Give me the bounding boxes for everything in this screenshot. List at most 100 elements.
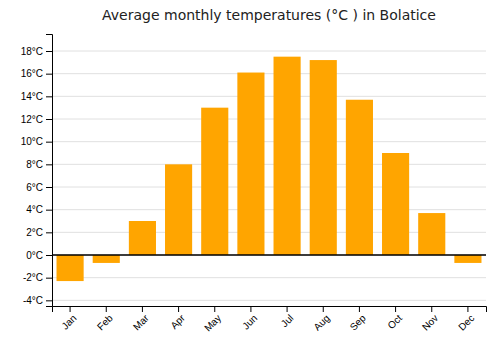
x-tick-label: Feb bbox=[95, 312, 115, 332]
zero-line bbox=[52, 254, 486, 256]
bar bbox=[346, 100, 373, 255]
title: Average monthly temperatures (°C ) in Bo… bbox=[102, 7, 436, 23]
y-tick-label: 0°C bbox=[26, 250, 43, 261]
x-axis: Jan Feb Mar Apr May Jun Jul Aug Sep Oct Nov Dec bbox=[53, 306, 487, 334]
grid-line bbox=[52, 277, 486, 278]
y-tick-label: 10°C bbox=[21, 136, 43, 147]
x-tick: Sep bbox=[348, 306, 369, 333]
x-tick: Dec bbox=[456, 306, 476, 333]
y-tick-label: -4°C bbox=[23, 295, 43, 306]
x-tick-label: Nov bbox=[420, 312, 440, 332]
grid-line bbox=[52, 141, 486, 142]
y-tick-label: 4°C bbox=[26, 204, 43, 215]
x-tick-mark bbox=[178, 306, 179, 312]
y-tick-mark bbox=[46, 300, 52, 301]
x-tick-label: May bbox=[202, 312, 223, 333]
y-tick-mark bbox=[46, 51, 52, 52]
y-tick: -4°C bbox=[23, 295, 52, 306]
y-tick: 16°C bbox=[21, 68, 52, 79]
bar bbox=[454, 255, 481, 263]
y-tick-label: 12°C bbox=[21, 114, 43, 125]
y-tick-mark bbox=[46, 119, 52, 120]
y-tick-label: 2°C bbox=[26, 227, 43, 238]
bar bbox=[93, 255, 120, 263]
bar bbox=[165, 164, 192, 255]
y-tick: 8°C bbox=[26, 159, 52, 170]
x-tick: Oct bbox=[385, 306, 404, 331]
x-tick-mark bbox=[106, 306, 107, 312]
x-tick-mark bbox=[431, 306, 432, 312]
bar bbox=[382, 153, 409, 255]
x-tick-mark bbox=[287, 306, 288, 312]
y-tick: 0°C bbox=[26, 250, 52, 261]
y-tick-mark bbox=[46, 210, 52, 211]
x-tick-label: Oct bbox=[385, 312, 404, 331]
bar bbox=[418, 213, 445, 255]
y-tick-mark bbox=[46, 96, 52, 97]
y-tick-mark bbox=[46, 187, 52, 188]
y-axis-line bbox=[46, 35, 53, 307]
y-tick-mark bbox=[46, 74, 52, 75]
x-tick: Nov bbox=[420, 306, 440, 333]
y-tick-label: 16°C bbox=[21, 68, 43, 79]
x-tick: Mar bbox=[131, 306, 151, 332]
x-tick-mark bbox=[395, 306, 396, 312]
bar bbox=[201, 108, 228, 255]
x-tick-mark bbox=[70, 306, 71, 312]
x-tick-label: Sep bbox=[348, 312, 369, 333]
grid-line bbox=[52, 300, 486, 301]
y-tick-label: -2°C bbox=[23, 272, 43, 283]
x-tick-label: Jun bbox=[240, 312, 259, 331]
x-tick-label: Jul bbox=[279, 312, 296, 329]
x-tick: Apr bbox=[168, 306, 187, 331]
y-tick: -2°C bbox=[23, 272, 52, 283]
grid-line bbox=[52, 255, 486, 256]
y-tick-mark bbox=[46, 142, 52, 143]
x-tick: May bbox=[202, 306, 223, 334]
plot-area bbox=[52, 57, 486, 281]
x-tick-mark bbox=[214, 306, 215, 312]
x-tick: Jul bbox=[279, 306, 296, 329]
y-tick-label: 14°C bbox=[21, 91, 43, 102]
y-tick: 2°C bbox=[26, 227, 52, 238]
y-tick: 4°C bbox=[26, 204, 52, 215]
y-tick-label: 6°C bbox=[26, 182, 43, 193]
x-tick-mark bbox=[323, 306, 324, 312]
x-tick-mark bbox=[467, 306, 468, 312]
y-tick: 6°C bbox=[26, 182, 52, 193]
grid-line bbox=[52, 51, 486, 52]
chart-container: -4°C -2°C 0°C 2°C 4°C 6°C 8°C 10°C 12°C 14°C 16°C 1… bbox=[0, 0, 500, 350]
bar bbox=[274, 57, 301, 255]
y-tick: 12°C bbox=[21, 114, 52, 125]
y-tick-mark bbox=[46, 164, 52, 165]
grid-line bbox=[52, 73, 486, 74]
y-tick-label: 18°C bbox=[21, 46, 43, 57]
x-tick: Aug bbox=[311, 306, 331, 333]
y-tick: 18°C bbox=[21, 46, 52, 57]
x-tick-mark bbox=[250, 306, 251, 312]
grid bbox=[52, 51, 486, 300]
x-tick-label: Mar bbox=[131, 312, 151, 332]
x-tick-label: Jan bbox=[59, 312, 78, 331]
grid-line bbox=[52, 96, 486, 97]
x-tick-label: Apr bbox=[168, 312, 187, 331]
y-axis: -4°C -2°C 0°C 2°C 4°C 6°C 8°C 10°C 12°C 14°C 16°C 1… bbox=[21, 35, 53, 307]
y-tick: 14°C bbox=[21, 91, 52, 102]
y-tick-mark bbox=[46, 232, 52, 233]
x-tick-mark bbox=[359, 306, 360, 312]
bar bbox=[310, 60, 337, 255]
grid-line bbox=[52, 187, 486, 188]
bar bbox=[129, 221, 156, 255]
bar bbox=[57, 255, 84, 281]
y-tick-mark bbox=[46, 255, 52, 256]
grid-line bbox=[52, 164, 486, 165]
y-tick: 10°C bbox=[21, 136, 52, 147]
bar bbox=[237, 73, 264, 255]
chart-svg: -4°C -2°C 0°C 2°C 4°C 6°C 8°C 10°C 12°C 14°C 16°C 1… bbox=[0, 0, 500, 350]
y-tick-mark bbox=[46, 278, 52, 279]
x-tick: Feb bbox=[95, 306, 115, 332]
grid-line bbox=[52, 209, 486, 210]
grid-line bbox=[52, 119, 486, 120]
x-tick-mark bbox=[142, 306, 143, 312]
x-tick: Jun bbox=[240, 306, 259, 332]
